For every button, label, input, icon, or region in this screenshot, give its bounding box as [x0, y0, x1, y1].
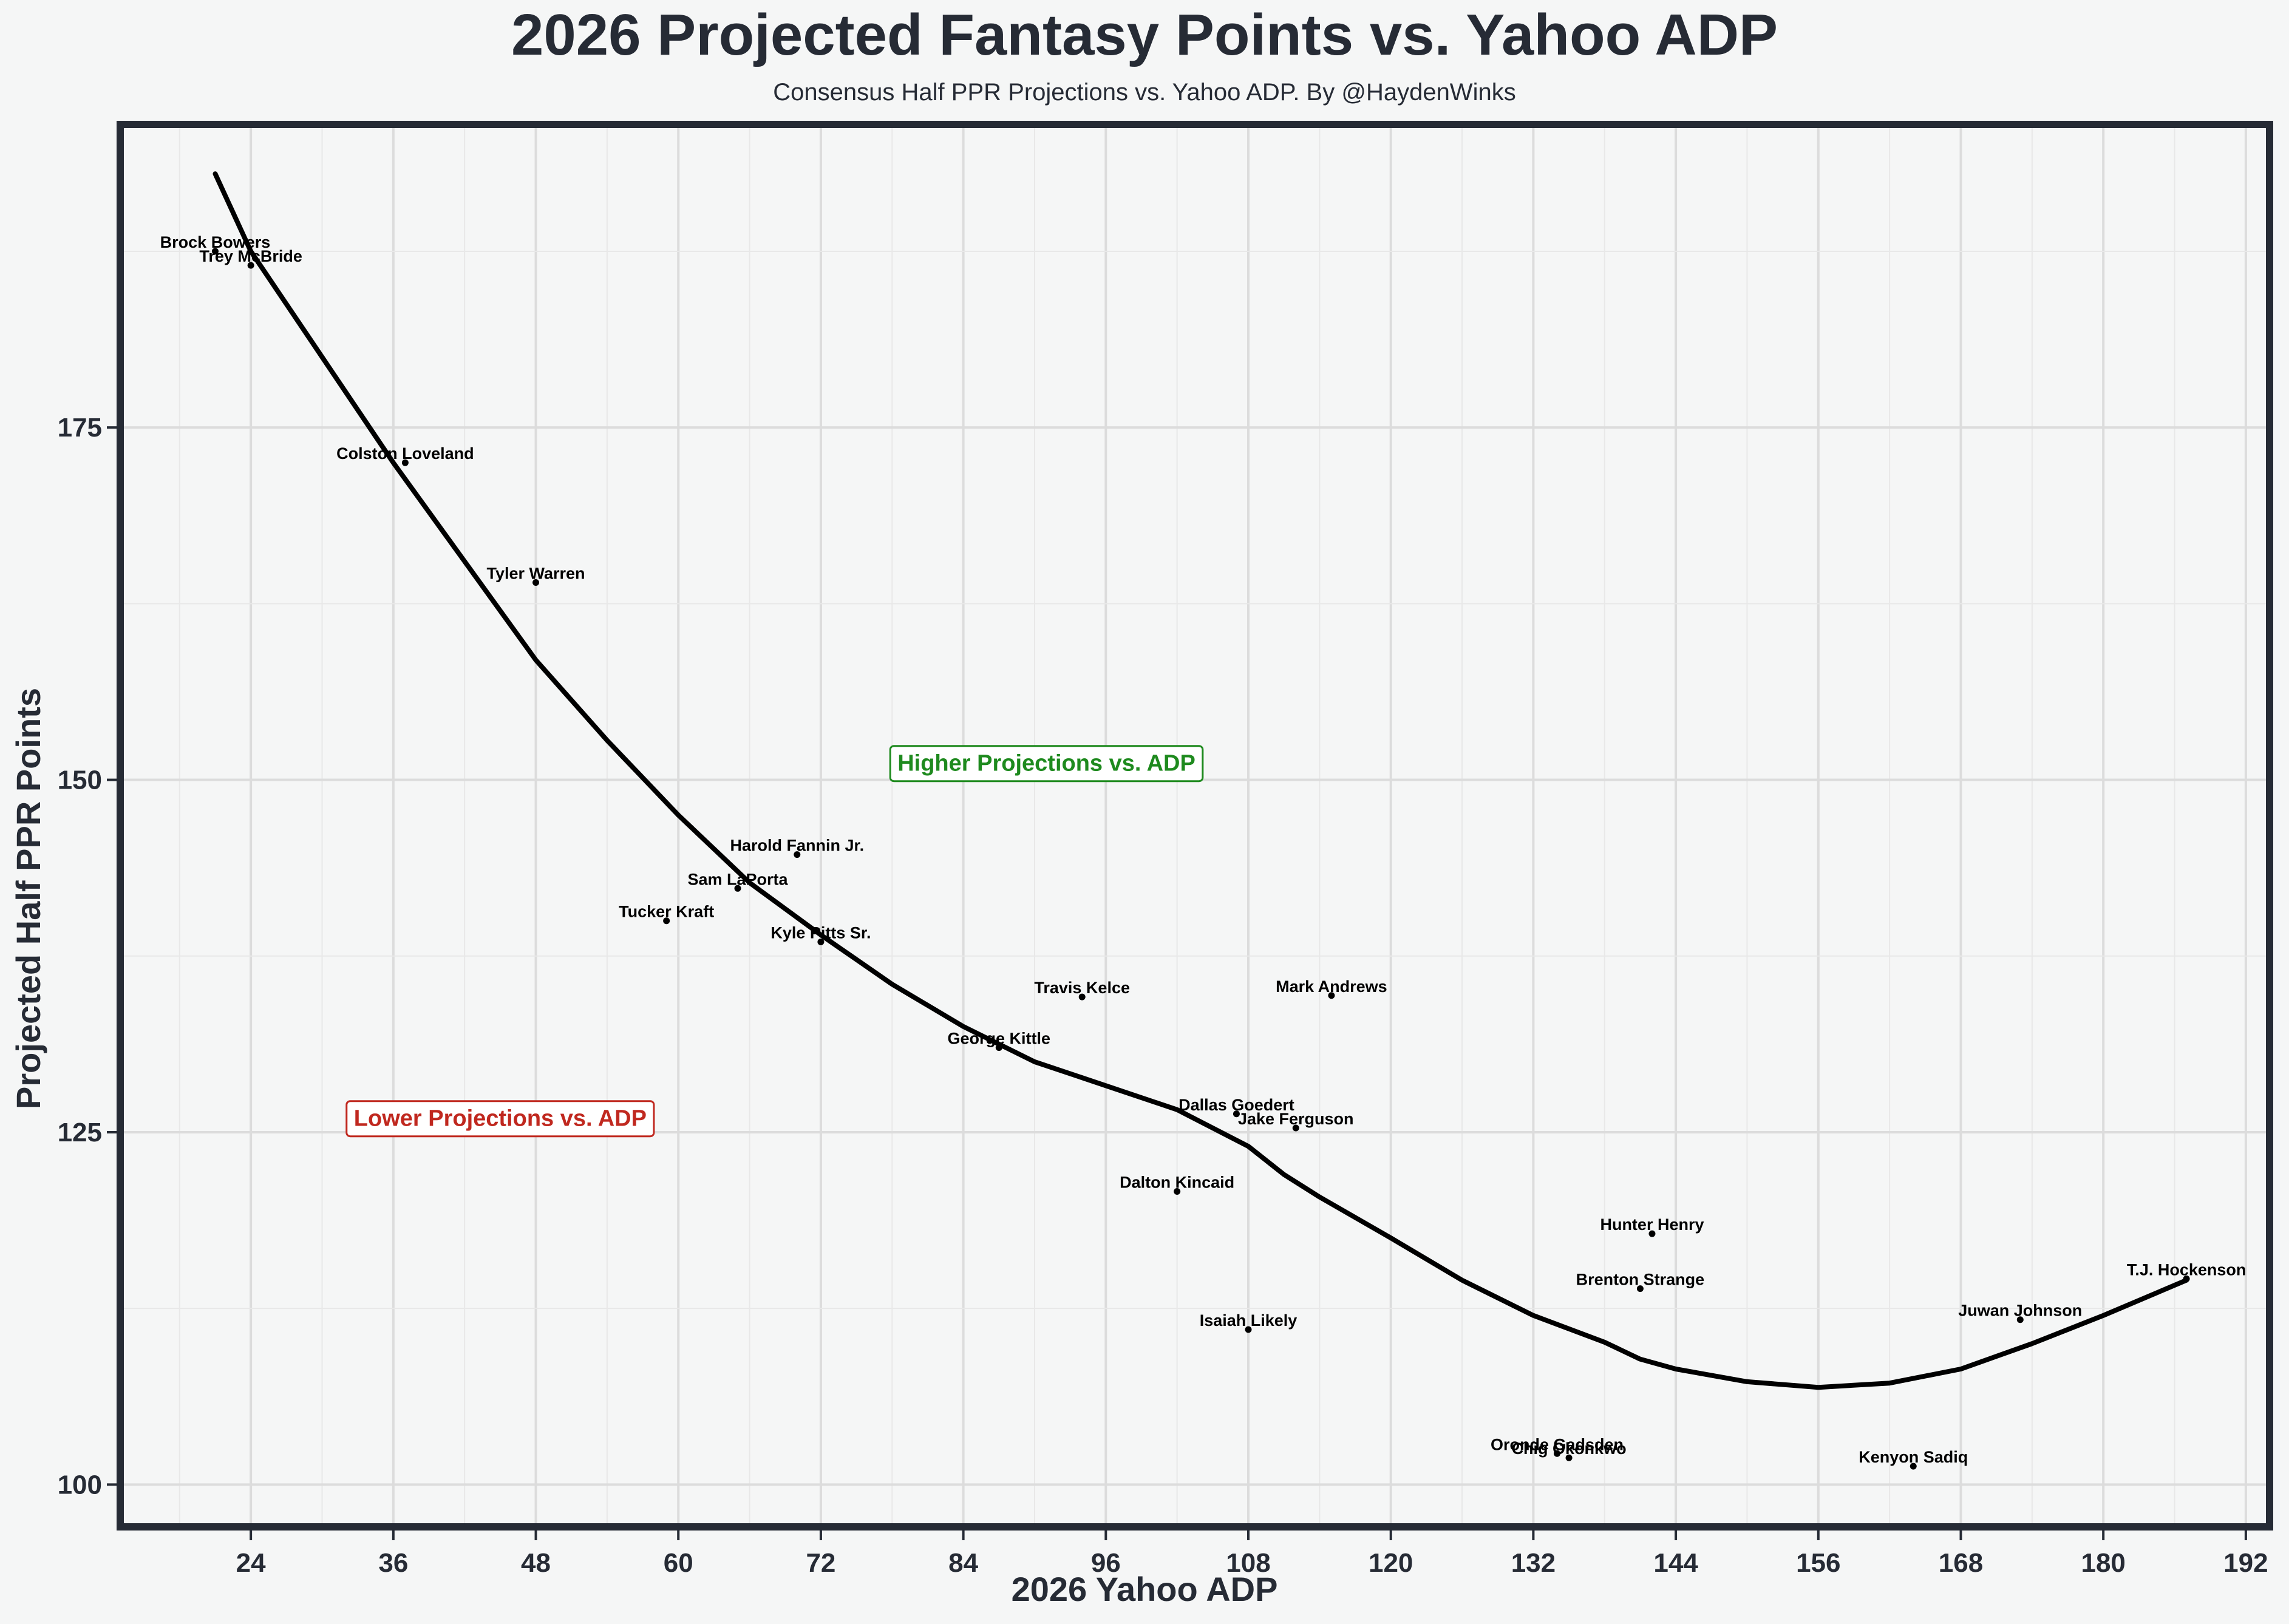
y-tick-label: 175: [58, 413, 102, 443]
x-tick-label: 132: [1511, 1548, 1556, 1578]
x-tick-label: 48: [521, 1548, 551, 1578]
data-point: [1565, 1454, 1573, 1461]
point-label: Dallas Goedert: [1179, 1096, 1294, 1114]
x-axis-ticks: 24 36 48 60 72 84 96 108 120 132 144 156 168 180 192: [236, 1531, 2268, 1578]
point-label: T.J. Hockenson: [2127, 1260, 2246, 1279]
annotation-label: Lower Projections vs. ADP: [354, 1106, 647, 1132]
point-label: Dalton Kincaid: [1120, 1173, 1234, 1191]
x-tick-label: 72: [806, 1548, 835, 1578]
data-point: [663, 917, 670, 925]
chart-subtitle: Consensus Half PPR Projections vs. Yahoo…: [773, 79, 1515, 106]
annotation-label: Higher Projections vs. ADP: [897, 751, 1196, 776]
trend-line: [213, 171, 2189, 1390]
trend-line-group: [213, 171, 2189, 1390]
y-tick-label: 100: [58, 1470, 102, 1500]
data-point: [1245, 1326, 1252, 1333]
point-label: Travis Kelce: [1034, 979, 1130, 997]
point-label: Brenton Strange: [1576, 1271, 1705, 1289]
chart-title: 2026 Projected Fantasy Points vs. Yahoo …: [511, 2, 1778, 67]
x-tick-label: 96: [1091, 1548, 1121, 1578]
data-point: [1078, 993, 1086, 1001]
x-axis-title: 2026 Yahoo ADP: [1012, 1570, 1278, 1608]
data-point: [734, 885, 741, 892]
data-point: [1636, 1285, 1644, 1293]
annotation-box: [889, 745, 1204, 783]
plot-frame: [117, 121, 2273, 1531]
y-axis-ticks: 100 125 150 175: [58, 413, 117, 1500]
x-tick-label: 108: [1226, 1548, 1270, 1578]
data-point: [1233, 1110, 1240, 1118]
point-label: Isaiah Likely: [1200, 1311, 1298, 1330]
x-tick-label: 156: [1796, 1548, 1840, 1578]
data-point: [532, 579, 540, 586]
grid: [120, 124, 2270, 1527]
y-tick-label: 125: [58, 1118, 102, 1147]
data-point: [211, 248, 219, 255]
data-point: [1292, 1124, 1299, 1132]
point-label: Chig Okonkwo: [1512, 1439, 1627, 1458]
data-point: [1328, 992, 1335, 999]
data-point: [1910, 1463, 1917, 1470]
data-point: [1648, 1230, 1656, 1237]
data-point: [794, 851, 801, 858]
point-label: Harold Fannin Jr.: [730, 837, 865, 855]
point-label: Kyle Pitts Sr.: [770, 924, 871, 942]
data-point: [247, 262, 254, 269]
x-tick-label: 36: [378, 1548, 408, 1578]
annotation-box: [345, 1100, 655, 1138]
points-group: [211, 248, 2190, 1470]
y-axis-title: Projected Half PPR Points: [9, 688, 47, 1109]
x-tick-label: 120: [1369, 1548, 1413, 1578]
y-tick-label: 150: [58, 766, 102, 795]
point-label: George Kittle: [948, 1030, 1051, 1048]
point-label: Brock Bowers: [160, 233, 271, 251]
point-label: Jake Ferguson: [1238, 1110, 1354, 1128]
annotations-group: Higher Projections vs. ADP Lower Projecti…: [345, 745, 1204, 1138]
point-label: Tucker Kraft: [619, 903, 714, 921]
point-label: Juwan Johnson: [1958, 1302, 2082, 1320]
point-label: Oronde Gadsden: [1491, 1435, 1624, 1453]
data-point: [1174, 1187, 1181, 1195]
data-point: [995, 1044, 1002, 1052]
data-point: [817, 939, 825, 946]
point-label: Trey McBride: [199, 247, 302, 265]
x-tick-label: 144: [1653, 1548, 1698, 1578]
point-label: Hunter Henry: [1600, 1215, 1704, 1234]
data-point: [2183, 1275, 2190, 1282]
x-tick-label: 84: [948, 1548, 978, 1578]
x-tick-label: 60: [664, 1548, 693, 1578]
data-point: [401, 459, 409, 466]
point-label: Tyler Warren: [486, 565, 585, 583]
x-tick-label: 168: [1939, 1548, 1983, 1578]
x-tick-label: 24: [236, 1548, 266, 1578]
data-point: [1554, 1450, 1561, 1457]
point-label: Mark Andrews: [1276, 977, 1387, 996]
data-point: [2016, 1316, 2024, 1323]
point-label: Kenyon Sadiq: [1859, 1448, 1968, 1466]
x-tick-label: 180: [2081, 1548, 2125, 1578]
point-label: Sam LaPorta: [687, 870, 788, 888]
point-label: Colston Loveland: [336, 444, 474, 463]
x-tick-label: 192: [2223, 1548, 2268, 1578]
